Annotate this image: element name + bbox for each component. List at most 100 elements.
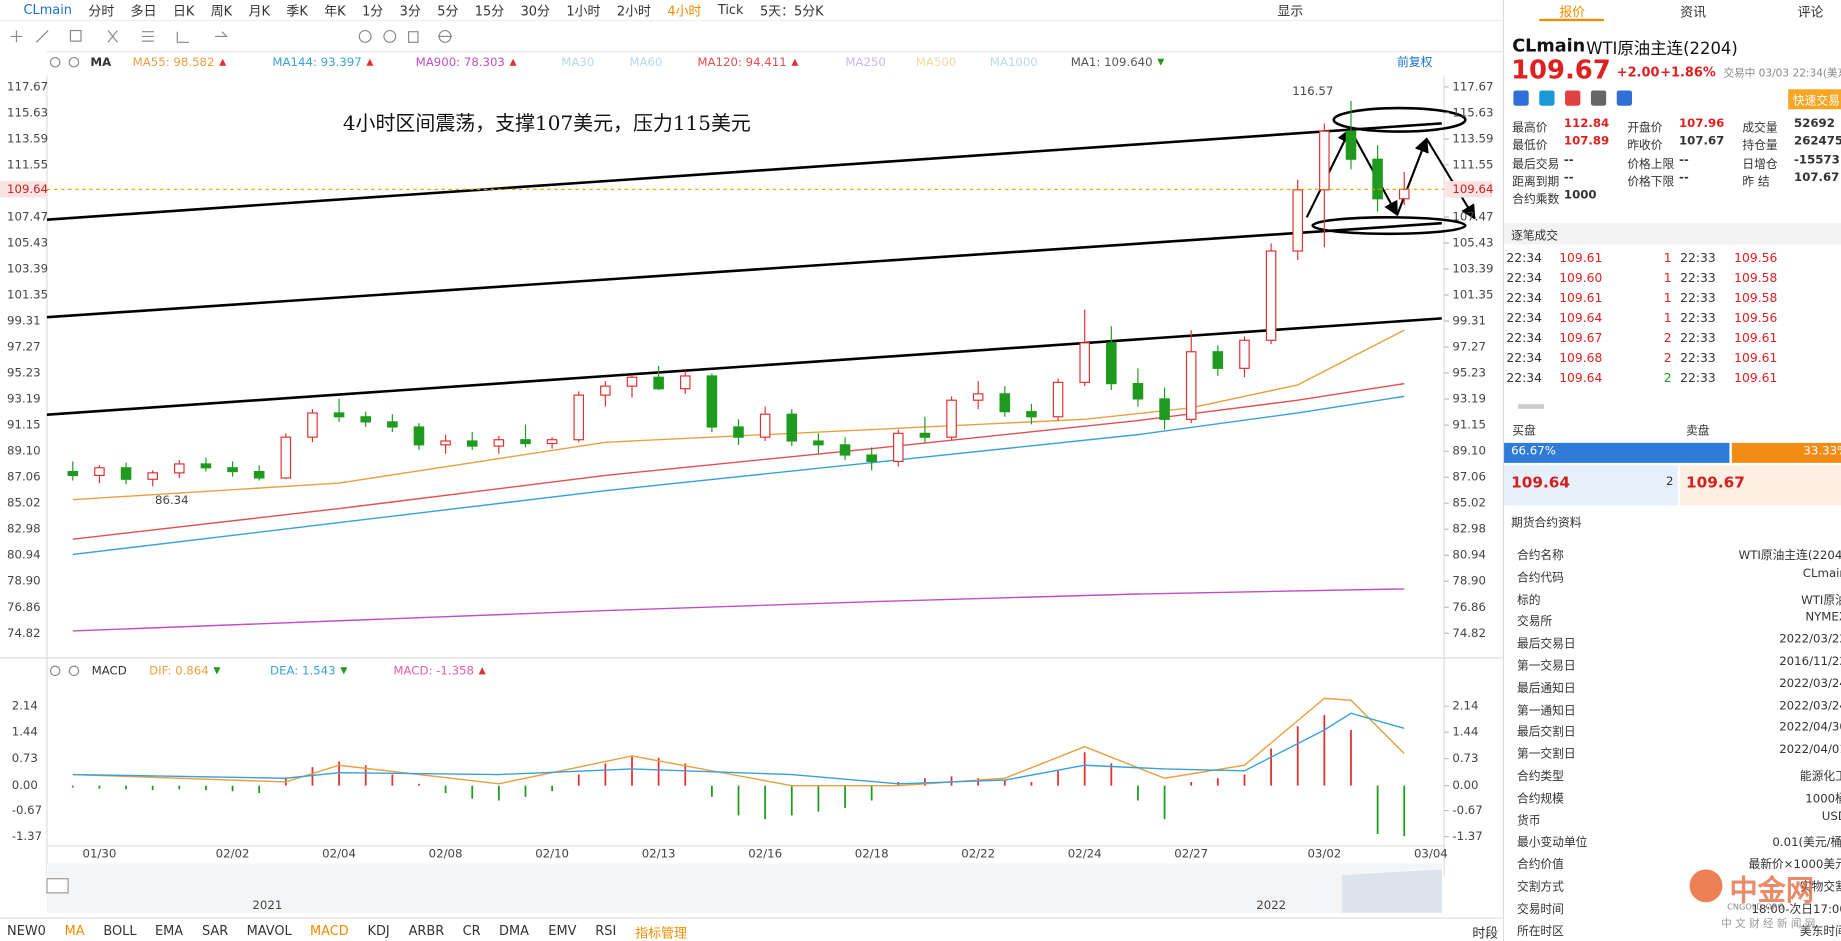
trade-cell: 22:33 — [1680, 271, 1716, 286]
period-tab[interactable]: Tick — [717, 2, 744, 18]
navigator-label: 2022 — [1256, 898, 1286, 912]
quick-trade[interactable]: 快速交易 — [1788, 89, 1841, 110]
period-tab[interactable]: 4小时 — [667, 2, 702, 19]
indicator-tab[interactable]: EMA — [154, 923, 184, 939]
indicator-tab[interactable]: MA — [64, 923, 85, 939]
last-price-box — [0, 181, 47, 198]
line — [72, 382, 1405, 540]
y-tick-label: -1.37 — [1452, 829, 1482, 843]
contract-label: 第一交割日 — [1516, 748, 1576, 762]
period-tab[interactable]: 1小时 — [566, 2, 601, 19]
quote-icon[interactable] — [1539, 90, 1555, 106]
legend-trend — [340, 667, 348, 675]
draw-toolbar[interactable] — [10, 29, 453, 43]
period-tab[interactable]: 季K — [286, 2, 308, 19]
y-tick-label: 0.73 — [12, 751, 38, 765]
period-tab[interactable]: 15分 — [474, 2, 505, 19]
indicator-tab[interactable]: EMV — [548, 923, 577, 939]
trade-cell: 109.61 — [1734, 351, 1778, 366]
indicator-tab[interactable]: KDJ — [367, 923, 390, 939]
candle-body — [1239, 339, 1250, 369]
period-tab[interactable]: 日K — [172, 2, 195, 19]
symbol[interactable]: CLmain — [23, 2, 72, 18]
period-tab[interactable]: 3分 — [399, 2, 421, 19]
quote-icon[interactable] — [1590, 90, 1607, 106]
period-tab[interactable]: 1分 — [362, 2, 384, 19]
quote-icon[interactable] — [1616, 90, 1633, 106]
stat-label: 最低价 — [1512, 140, 1548, 154]
quote-icon[interactable] — [1513, 90, 1529, 106]
indicator-name[interactable]: MACD — [92, 663, 127, 677]
trade-cell: 1 — [1663, 271, 1672, 286]
contract-label: 合约类型 — [1516, 770, 1564, 784]
period-tab[interactable]: 5分 — [437, 2, 459, 19]
y-tick-label: 0.00 — [1452, 778, 1478, 792]
candle-body — [999, 393, 1011, 413]
period-tab[interactable]: 周K — [210, 2, 233, 19]
indicator-manage[interactable]: 指标管理 — [635, 925, 687, 941]
y-tick-label: 97.27 — [1452, 340, 1486, 354]
indicator-tab[interactable]: CR — [462, 923, 481, 939]
indicator-tab[interactable]: MAVOL — [246, 923, 292, 939]
y-tick-label: 115.63 — [7, 105, 48, 119]
period-tab[interactable]: 年K — [324, 2, 346, 19]
panel-tab[interactable]: 评论 — [1797, 4, 1824, 20]
indicator-tab[interactable]: SAR — [201, 923, 229, 939]
period-tab[interactable]: 多日 — [130, 2, 157, 19]
candle-body — [387, 421, 398, 428]
indicator-tab[interactable]: DMA — [498, 923, 529, 939]
x-tick-label: 03/02 — [1307, 847, 1341, 861]
period-tab[interactable]: 30分 — [520, 2, 550, 19]
panel-tab[interactable]: 资讯 — [1680, 4, 1706, 20]
panel-tab[interactable]: 报价 — [1559, 4, 1586, 20]
candle-body — [653, 376, 664, 390]
close-icon[interactable] — [68, 56, 80, 68]
stat-value: 262475 — [1794, 135, 1841, 149]
stat-value: -- — [1563, 171, 1574, 185]
quote-icon[interactable] — [1565, 90, 1581, 106]
period-setting[interactable]: 时段 — [1472, 925, 1499, 941]
candle-body — [200, 463, 212, 469]
y-tick-label: 89.10 — [7, 444, 41, 458]
trade-cell: 22:34 — [1506, 351, 1542, 366]
candle-body — [120, 467, 132, 480]
period-tab[interactable]: 月K — [248, 2, 270, 19]
y-tick-label: 1.44 — [12, 725, 38, 739]
stat-label: 持仓量 — [1742, 140, 1778, 154]
trades-band — [1504, 223, 1841, 245]
period-tab[interactable]: 分时 — [88, 2, 115, 19]
period-tab[interactable]: 5天：5分K — [759, 2, 824, 19]
close-icon[interactable] — [68, 665, 80, 677]
adjust-button[interactable]: 前复权 — [1397, 55, 1432, 69]
indicator-tab[interactable]: RSI — [595, 923, 617, 939]
contract-label: 最后通知日 — [1516, 682, 1576, 696]
indicator-tab[interactable]: NEW0 — [7, 923, 46, 939]
stat-value: 107.67 — [1794, 171, 1840, 185]
stat-label: 开盘价 — [1627, 122, 1663, 136]
indicator-name[interactable]: MA — [90, 55, 112, 69]
period-tab[interactable]: 2小时 — [616, 2, 651, 19]
quote-name: WTI原油主连(2204) — [1586, 39, 1738, 59]
navigator-handle[interactable] — [46, 878, 69, 894]
indicator-tab[interactable]: MACD — [309, 923, 349, 939]
y-tick-label: -0.67 — [12, 803, 42, 817]
y-tick-label: 85.02 — [1452, 496, 1486, 510]
x-tick-label: 02/10 — [535, 847, 569, 861]
y-tick-label: 76.86 — [7, 600, 41, 614]
candle-body — [253, 471, 265, 479]
y-tick-label: 82.98 — [1452, 522, 1486, 536]
candle-body — [493, 439, 505, 447]
stat-value: 112.84 — [1563, 117, 1610, 131]
indicator-tab[interactable]: ARBR — [408, 923, 445, 939]
legend-trend — [1157, 58, 1165, 66]
line — [72, 329, 1405, 501]
stat-label: 昨 结 — [1742, 176, 1770, 190]
navigator[interactable] — [46, 863, 1442, 913]
navigator-window[interactable] — [1342, 869, 1442, 913]
annotation: 4小时区间震荡，支撑107美元，压力115美元 — [343, 111, 751, 135]
contract-label: 合约名称 — [1516, 549, 1564, 563]
display-menu[interactable]: 显示 — [1277, 2, 1304, 19]
settings-icon[interactable] — [49, 56, 61, 68]
settings-icon[interactable] — [49, 665, 61, 677]
indicator-tab[interactable]: BOLL — [103, 923, 137, 939]
